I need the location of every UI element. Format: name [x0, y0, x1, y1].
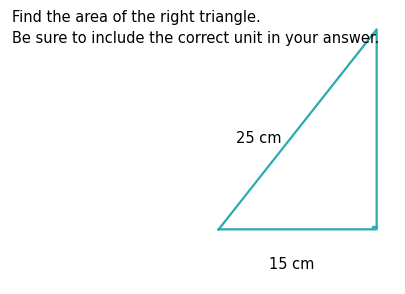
- Text: 25 cm: 25 cm: [237, 131, 282, 146]
- Text: Find the area of the right triangle.: Find the area of the right triangle.: [12, 10, 261, 25]
- Text: 15 cm: 15 cm: [269, 257, 314, 272]
- Text: Be sure to include the correct unit in your answer.: Be sure to include the correct unit in y…: [12, 31, 379, 46]
